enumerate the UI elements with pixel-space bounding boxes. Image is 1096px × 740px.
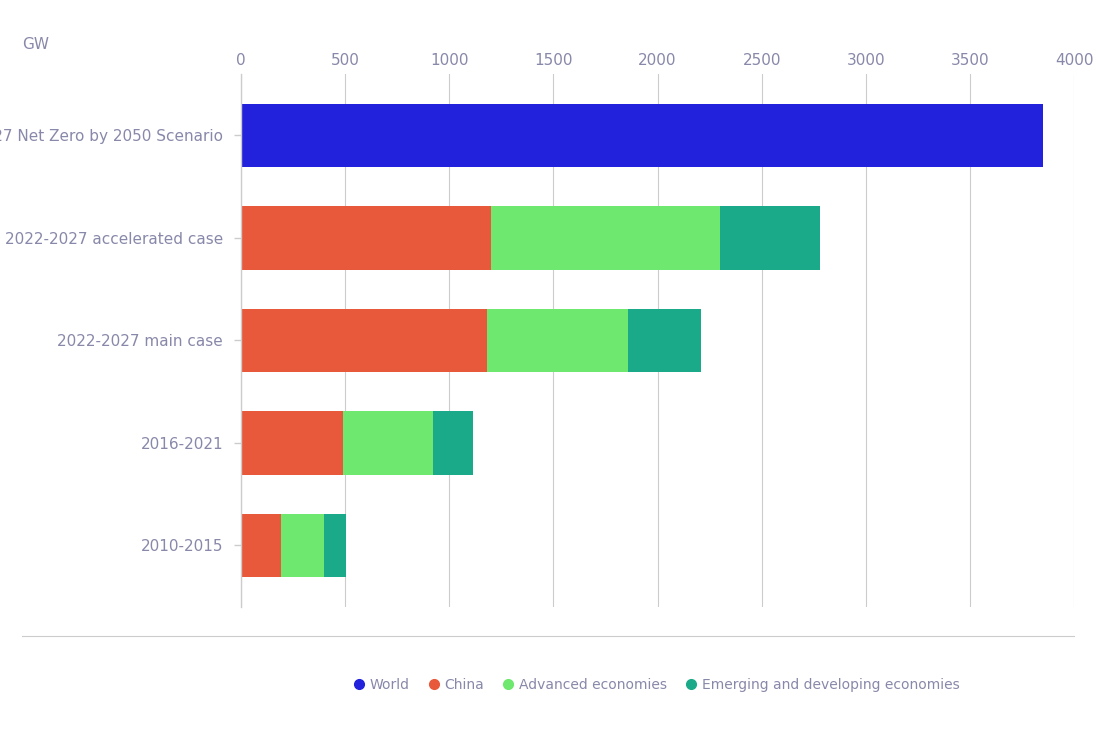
Bar — [324, 514, 346, 577]
Bar — [241, 309, 487, 372]
Bar — [433, 411, 473, 474]
Bar — [281, 514, 324, 577]
Bar — [628, 309, 701, 372]
Bar — [343, 411, 433, 474]
Bar — [487, 309, 628, 372]
Bar — [720, 206, 820, 269]
Text: GW: GW — [22, 37, 49, 52]
Legend: World, China, Advanced economies, Emerging and developing economies: World, China, Advanced economies, Emergi… — [356, 678, 959, 692]
Bar — [241, 104, 1043, 167]
Bar — [491, 206, 720, 269]
Bar — [241, 514, 281, 577]
Bar — [241, 206, 491, 269]
Bar — [241, 411, 343, 474]
